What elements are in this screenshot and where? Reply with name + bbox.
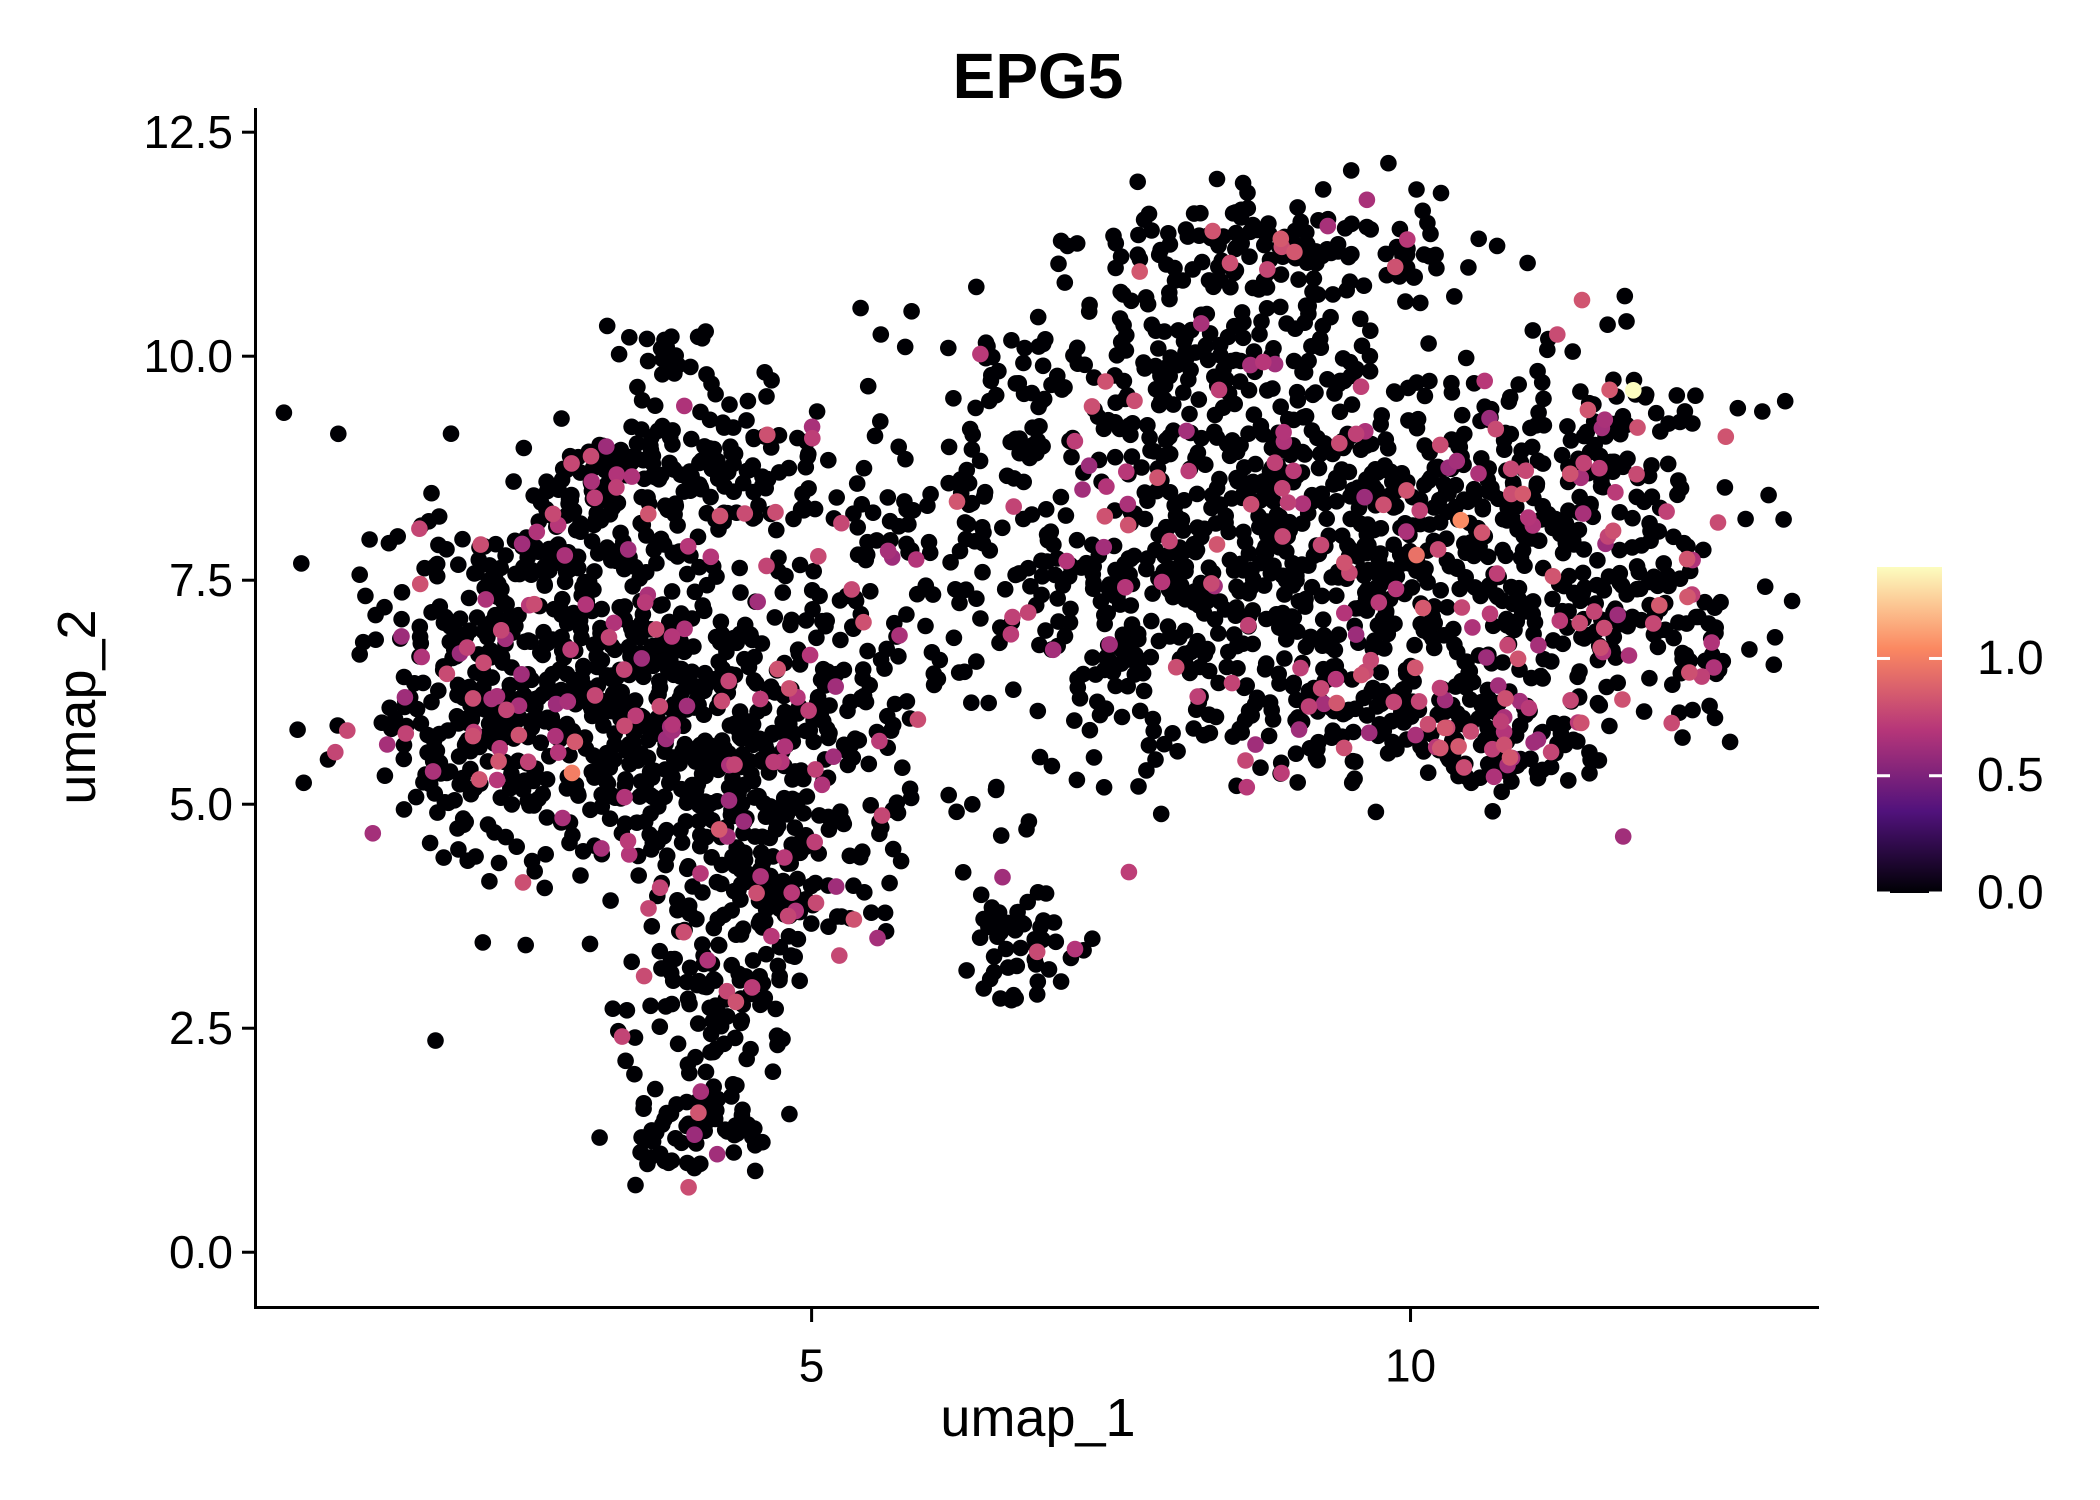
axes <box>254 108 1819 1309</box>
data-points <box>275 154 1801 1196</box>
y-tick-label: 5.0 <box>169 778 233 830</box>
legend-tick-label: 1.0 <box>1977 632 2044 685</box>
tick-marks <box>242 130 1413 1322</box>
y-tick-label: 7.5 <box>169 554 233 606</box>
tick-labels: 12.5 10.0 7.5 5.0 2.5 0.0 5 10 <box>143 106 1436 1391</box>
plot-title: EPG5 <box>952 40 1124 112</box>
legend-tick-label: 0.0 <box>1977 867 2044 920</box>
y-tick-label: 0.0 <box>169 1226 233 1278</box>
x-tick-label: 10 <box>1385 1340 1436 1392</box>
legend-tick-label: 0.5 <box>1977 749 2044 802</box>
y-tick-label: 10.0 <box>143 330 233 382</box>
y-axis-label-text: umap_2 <box>47 609 107 805</box>
x-tick-label: 5 <box>799 1340 825 1392</box>
y-tick-label: 2.5 <box>169 1002 233 1054</box>
colorbar-legend: 1.0 0.5 0.0 <box>1877 567 2044 920</box>
x-axis-label: umap_1 <box>940 1388 1136 1448</box>
y-tick-label: 12.5 <box>143 106 233 158</box>
colorbar-gradient <box>1877 567 1942 893</box>
